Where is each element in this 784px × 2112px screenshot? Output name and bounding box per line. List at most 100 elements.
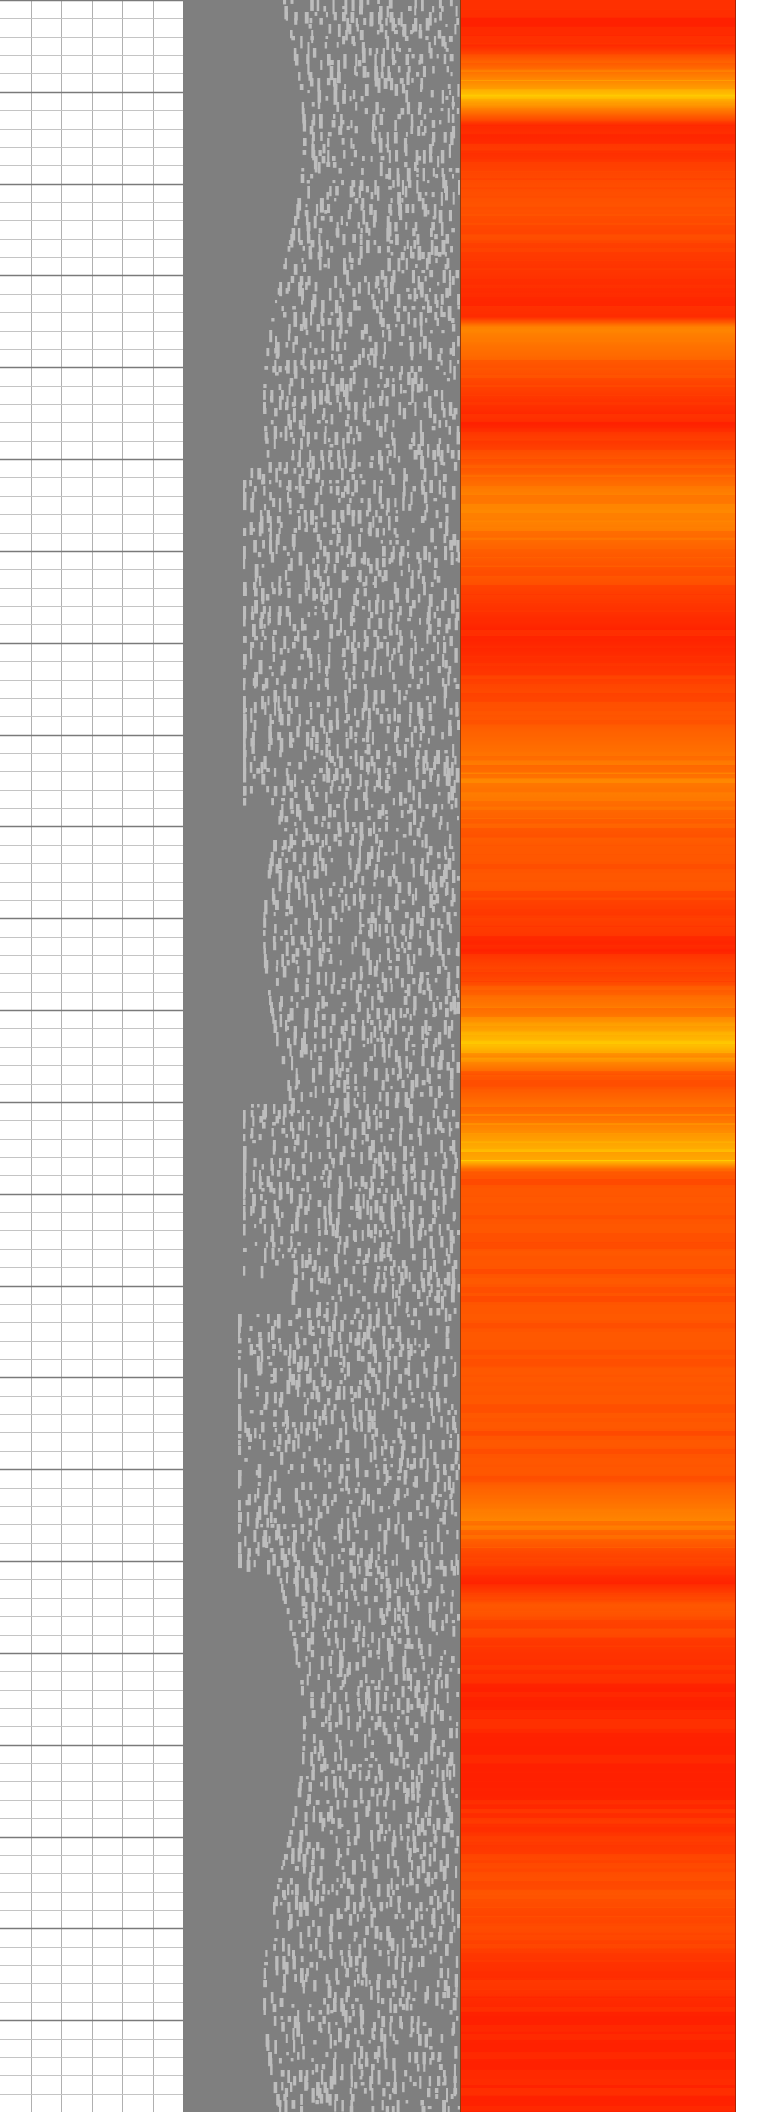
image-texture-mark xyxy=(362,582,366,587)
image-texture-mark xyxy=(287,714,291,726)
image-texture-mark xyxy=(447,2106,450,2112)
image-texture-mark xyxy=(271,1128,274,1137)
image-texture-mark xyxy=(368,1122,371,1127)
image-texture-mark xyxy=(390,198,393,204)
image-texture-mark xyxy=(313,1260,317,1271)
image-texture-mark xyxy=(428,1602,433,1614)
image-texture-mark xyxy=(302,858,305,863)
image-texture-mark xyxy=(339,888,344,893)
image-texture-mark xyxy=(397,1626,401,1633)
image-texture-mark xyxy=(273,426,278,439)
image-texture-mark xyxy=(402,1224,406,1229)
image-texture-mark xyxy=(305,2070,309,2081)
image-texture-mark xyxy=(359,2064,363,2070)
image-texture-mark xyxy=(352,630,356,643)
image-texture-mark xyxy=(316,1842,320,1851)
image-texture-mark xyxy=(354,828,358,834)
image-texture-mark xyxy=(252,678,256,686)
image-texture-mark xyxy=(373,786,376,792)
image-texture-mark xyxy=(354,1632,359,1642)
image-texture-mark xyxy=(319,1278,324,1284)
image-texture-mark xyxy=(418,366,422,372)
image-texture-mark xyxy=(279,1182,282,1189)
image-texture-mark xyxy=(357,1602,360,1607)
image-texture-mark xyxy=(260,528,264,534)
image-texture-mark xyxy=(262,1110,267,1120)
image-texture-mark xyxy=(251,606,254,618)
image-texture-mark xyxy=(325,1716,328,1724)
image-texture-mark xyxy=(331,780,334,787)
image-texture-mark xyxy=(250,1110,254,1118)
image-texture-mark xyxy=(335,1734,339,1743)
image-texture-mark xyxy=(457,1434,460,1442)
image-texture-mark xyxy=(311,780,315,785)
image-texture-mark xyxy=(395,1092,400,1103)
image-texture-mark xyxy=(387,1242,392,1248)
image-texture-mark xyxy=(301,1254,304,1269)
image-texture-mark xyxy=(368,1146,373,1161)
image-texture-mark xyxy=(434,312,438,321)
image-texture-mark xyxy=(316,1350,319,1364)
image-texture-mark xyxy=(411,1398,415,1403)
image-texture-mark xyxy=(348,24,352,35)
image-texture-mark xyxy=(320,894,323,898)
image-texture-mark xyxy=(243,1188,246,1200)
image-texture-mark xyxy=(298,1620,301,1624)
image-texture-mark xyxy=(373,648,377,661)
image-texture-mark xyxy=(437,1062,441,1071)
image-texture-mark xyxy=(380,156,385,161)
image-texture-mark xyxy=(426,762,429,771)
image-texture-mark xyxy=(304,1140,308,1154)
image-texture-mark xyxy=(454,1974,458,1988)
image-texture-mark xyxy=(394,1020,398,1035)
image-texture-mark xyxy=(411,2028,415,2033)
image-texture-mark xyxy=(367,1302,371,1310)
image-texture-mark xyxy=(427,1818,431,1826)
image-texture-mark xyxy=(286,960,290,966)
image-texture-mark xyxy=(310,1278,314,1292)
image-texture-mark xyxy=(337,822,341,831)
image-texture-mark xyxy=(380,870,384,878)
image-texture-mark xyxy=(294,1428,297,1439)
image-texture-mark xyxy=(429,894,433,908)
image-texture-mark xyxy=(362,1296,366,1302)
image-texture-mark xyxy=(355,1458,359,1469)
image-texture-mark xyxy=(288,612,291,626)
image-texture-mark xyxy=(292,1440,296,1452)
image-texture-mark xyxy=(422,990,426,995)
image-texture-mark xyxy=(348,1956,353,1968)
image-texture-mark xyxy=(410,966,414,975)
image-texture-mark xyxy=(401,900,406,904)
image-texture-mark xyxy=(276,1170,281,1177)
image-texture-mark xyxy=(362,606,366,610)
image-texture-mark xyxy=(449,540,453,551)
image-texture-mark xyxy=(369,204,373,215)
image-texture-mark xyxy=(367,1014,371,1019)
image-texture-mark xyxy=(285,912,289,917)
image-texture-mark xyxy=(339,1068,342,1078)
image-texture-mark xyxy=(247,1554,250,1563)
image-texture-mark xyxy=(323,1494,327,1506)
image-texture-mark xyxy=(411,1446,416,1454)
image-texture-mark xyxy=(367,720,372,730)
image-texture-mark xyxy=(380,72,384,78)
image-texture-mark xyxy=(423,1530,427,1534)
image-texture-mark xyxy=(300,654,304,660)
image-texture-mark xyxy=(279,1998,284,2007)
image-texture-mark xyxy=(337,1524,341,1534)
heatmap-streak xyxy=(461,333,735,341)
image-texture-mark xyxy=(285,1560,289,1567)
image-texture-mark xyxy=(292,408,296,423)
image-texture-mark xyxy=(275,900,279,910)
image-texture-mark xyxy=(298,864,302,873)
image-texture-mark xyxy=(318,228,323,234)
image-texture-mark xyxy=(250,468,254,479)
image-texture-mark xyxy=(372,582,377,585)
image-texture-mark xyxy=(333,1494,337,1503)
image-texture-mark xyxy=(331,1500,334,1506)
image-texture-mark xyxy=(394,732,398,743)
image-texture-mark xyxy=(407,960,411,974)
image-texture-mark xyxy=(326,1800,330,1804)
image-texture-mark xyxy=(322,1584,326,1593)
image-texture-mark xyxy=(328,402,332,406)
